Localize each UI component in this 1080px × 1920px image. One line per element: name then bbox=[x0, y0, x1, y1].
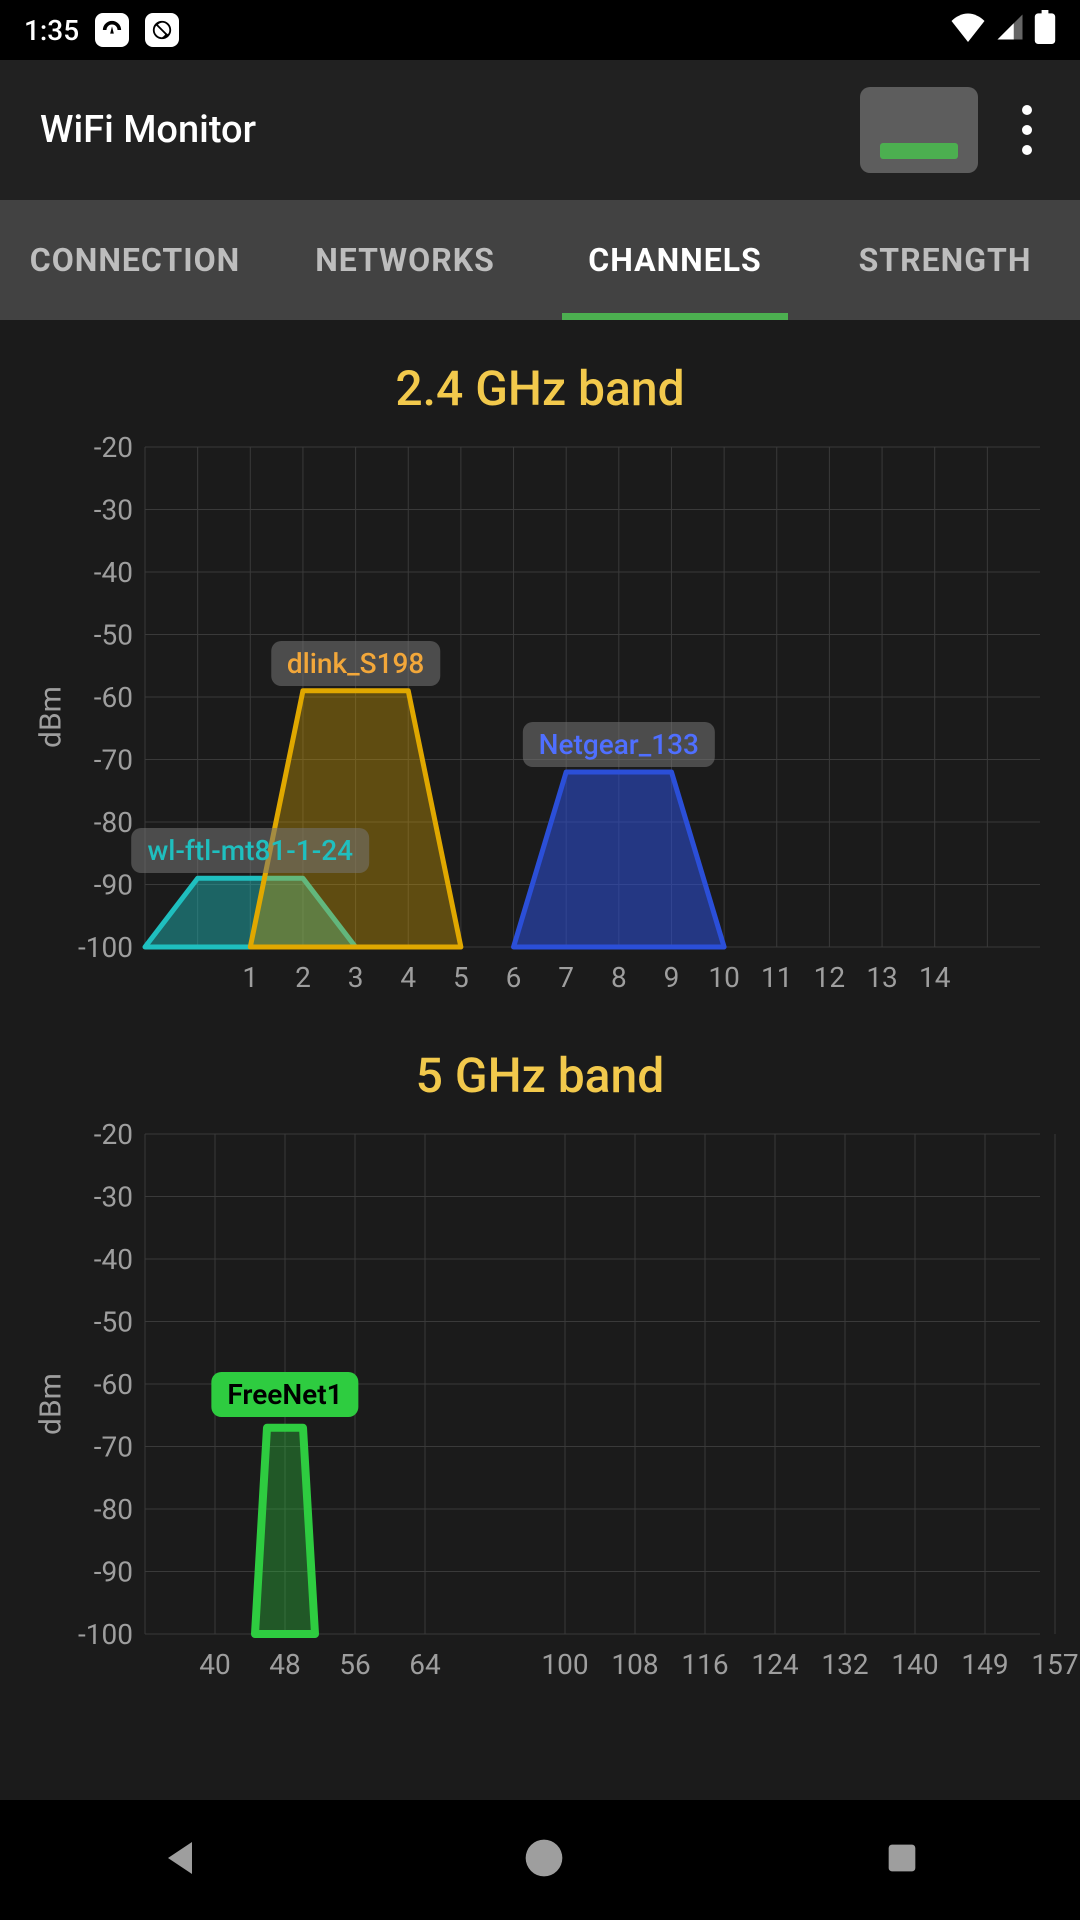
tab-label: CHANNELS bbox=[588, 241, 761, 279]
svg-text:157: 157 bbox=[1031, 1648, 1078, 1681]
svg-text:9: 9 bbox=[664, 961, 680, 994]
tab-label: CONNECTION bbox=[30, 241, 240, 279]
svg-text:-20: -20 bbox=[94, 1118, 133, 1151]
svg-text:-40: -40 bbox=[94, 1243, 133, 1276]
svg-text:100: 100 bbox=[541, 1648, 588, 1681]
tab-label: NETWORKS bbox=[315, 241, 495, 279]
network-label: Netgear_133 bbox=[523, 722, 715, 767]
tab-channels[interactable]: CHANNELS bbox=[540, 200, 810, 320]
widget-thumbnail-bar bbox=[880, 143, 958, 159]
svg-text:14: 14 bbox=[919, 961, 951, 994]
svg-text:-50: -50 bbox=[94, 619, 133, 652]
widget-thumbnail[interactable] bbox=[860, 87, 978, 173]
svg-text:56: 56 bbox=[339, 1648, 370, 1681]
svg-text:108: 108 bbox=[611, 1648, 658, 1681]
svg-text:-20: -20 bbox=[94, 431, 133, 464]
svg-text:11: 11 bbox=[761, 961, 792, 994]
tab-connection[interactable]: CONNECTION bbox=[0, 200, 270, 320]
svg-text:116: 116 bbox=[681, 1648, 728, 1681]
svg-text:-70: -70 bbox=[94, 1431, 133, 1464]
svg-text:-90: -90 bbox=[94, 869, 133, 902]
tab-label: STRENGTH bbox=[859, 241, 1032, 279]
status-bar: 1:35 bbox=[0, 0, 1080, 60]
svg-text:132: 132 bbox=[821, 1648, 868, 1681]
svg-text:40: 40 bbox=[199, 1648, 230, 1681]
svg-text:6: 6 bbox=[506, 961, 522, 994]
svg-text:8: 8 bbox=[611, 961, 627, 994]
svg-text:4: 4 bbox=[400, 961, 416, 994]
svg-text:-70: -70 bbox=[94, 744, 133, 777]
svg-text:13: 13 bbox=[866, 961, 897, 994]
network-label: wl-ftl-mt81-1-24 bbox=[131, 828, 369, 873]
band24-title: 2.4 GHz band bbox=[0, 360, 1080, 417]
status-battery-icon bbox=[1034, 10, 1056, 51]
svg-text:2: 2 bbox=[295, 961, 311, 994]
svg-text:10: 10 bbox=[708, 961, 739, 994]
band5-title: 5 GHz band bbox=[0, 1047, 1080, 1104]
svg-text:5: 5 bbox=[453, 961, 469, 994]
svg-text:64: 64 bbox=[409, 1648, 441, 1681]
chart-24ghz: dBm -20-30-40-50-60-70-80-90-10012345678… bbox=[0, 427, 1080, 1007]
status-nosync-icon bbox=[145, 13, 179, 47]
status-time: 1:35 bbox=[24, 14, 79, 47]
svg-text:1: 1 bbox=[242, 961, 258, 994]
app-title: WiFi Monitor bbox=[40, 108, 256, 152]
content-area: 2.4 GHz band dBm -20 -30 -40 -50 -60 -70 -80 -9… bbox=[0, 320, 1080, 1800]
more-options-button[interactable] bbox=[1006, 97, 1048, 163]
status-signal-icon bbox=[994, 12, 1026, 49]
status-speed-icon bbox=[95, 13, 129, 47]
svg-text:-80: -80 bbox=[94, 806, 133, 839]
chart-5ghz: dBm -20 -30 -40 -50 -60 -70 -80 -90 -100 40 48 56 64… bbox=[0, 1114, 1080, 1694]
svg-text:7: 7 bbox=[558, 961, 574, 994]
svg-text:-30: -30 bbox=[94, 494, 133, 527]
svg-text:-30: -30 bbox=[94, 1181, 133, 1214]
network-label: dlink_S198 bbox=[271, 641, 440, 686]
svg-text:12: 12 bbox=[814, 961, 845, 994]
tab-strength[interactable]: STRENGTH bbox=[810, 200, 1080, 320]
svg-text:-100: -100 bbox=[78, 931, 133, 964]
svg-text:-40: -40 bbox=[94, 556, 133, 589]
svg-text:-100: -100 bbox=[78, 1618, 133, 1651]
svg-text:149: 149 bbox=[961, 1648, 1008, 1681]
tab-networks[interactable]: NETWORKS bbox=[270, 200, 540, 320]
app-bar: WiFi Monitor bbox=[0, 60, 1080, 200]
svg-text:-80: -80 bbox=[94, 1493, 133, 1526]
nav-recents-button[interactable] bbox=[882, 1838, 922, 1882]
ylabel-5: dBm bbox=[33, 1373, 68, 1435]
svg-text:-60: -60 bbox=[94, 1368, 133, 1401]
svg-text:124: 124 bbox=[751, 1648, 798, 1681]
nav-home-button[interactable] bbox=[522, 1836, 566, 1884]
svg-text:140: 140 bbox=[891, 1648, 938, 1681]
tab-bar: CONNECTION NETWORKS CHANNELS STRENGTH bbox=[0, 200, 1080, 320]
ylabel-24: dBm bbox=[33, 686, 68, 748]
svg-text:-50: -50 bbox=[94, 1306, 133, 1339]
svg-text:-90: -90 bbox=[94, 1556, 133, 1589]
status-wifi-icon bbox=[950, 12, 986, 49]
svg-text:-60: -60 bbox=[94, 681, 133, 714]
svg-text:3: 3 bbox=[348, 961, 364, 994]
nav-back-button[interactable] bbox=[158, 1834, 206, 1886]
network-label: FreeNet1 bbox=[211, 1372, 358, 1417]
svg-text:48: 48 bbox=[269, 1648, 300, 1681]
navigation-bar bbox=[0, 1800, 1080, 1920]
